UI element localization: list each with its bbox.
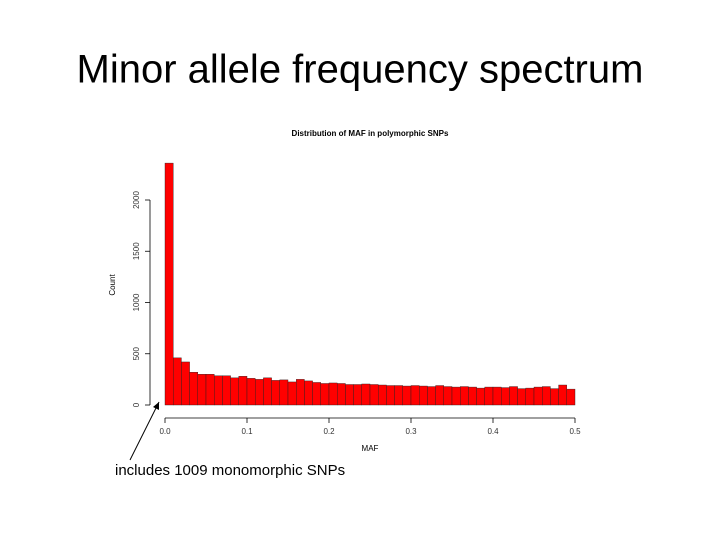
bar xyxy=(558,384,567,406)
bar xyxy=(238,376,248,406)
x-tick-label: 0.1 xyxy=(241,427,253,436)
bar xyxy=(254,379,264,406)
bar xyxy=(328,382,338,406)
bar xyxy=(312,382,322,406)
bar xyxy=(222,375,231,406)
bar xyxy=(492,386,502,406)
bar xyxy=(550,388,559,406)
bar xyxy=(566,388,576,406)
bar xyxy=(394,385,404,406)
annotation-arrow xyxy=(129,401,160,461)
bar xyxy=(271,380,281,406)
bar xyxy=(353,384,363,406)
bar xyxy=(501,387,510,406)
x-tick-label: 0.3 xyxy=(405,427,417,436)
bar xyxy=(296,379,305,406)
chart-title: Distribution of MAF in polymorphic SNPs xyxy=(292,129,449,138)
y-axis-label: Count xyxy=(108,274,117,296)
y-tick-label: 500 xyxy=(132,347,141,361)
bar xyxy=(287,381,297,406)
bar xyxy=(378,384,387,406)
bar xyxy=(320,383,330,406)
arrow-head xyxy=(153,402,159,410)
bar xyxy=(443,386,453,406)
bar xyxy=(213,375,223,406)
bar xyxy=(451,386,461,406)
x-tick-label: 0.4 xyxy=(487,427,499,436)
bar xyxy=(386,385,395,406)
bar xyxy=(460,386,469,406)
bar xyxy=(435,385,445,406)
y-tick-label: 0 xyxy=(132,402,141,407)
bar xyxy=(533,386,543,406)
bar xyxy=(402,385,412,406)
x-axis-label: MAF xyxy=(362,444,379,453)
y-tick-label: 1000 xyxy=(132,293,141,311)
bar xyxy=(427,386,436,406)
bar xyxy=(525,387,535,406)
x-tick-label: 0.2 xyxy=(323,427,335,436)
bar xyxy=(476,387,486,406)
bar xyxy=(517,388,526,406)
slide-title: Minor allele frequency spectrum xyxy=(77,48,644,92)
bar xyxy=(172,357,182,406)
bar xyxy=(468,386,477,406)
bar xyxy=(304,380,313,406)
bar xyxy=(230,377,240,406)
bar xyxy=(509,386,518,406)
bar xyxy=(484,386,494,406)
x-tick-label: 0.5 xyxy=(569,427,581,436)
bar xyxy=(189,372,199,406)
bar xyxy=(246,378,256,406)
bar xyxy=(197,374,207,406)
bar xyxy=(337,383,346,406)
y-tick-label: 2000 xyxy=(132,191,141,209)
bar xyxy=(361,383,371,406)
y-tick-label: 1500 xyxy=(132,242,141,260)
bar xyxy=(542,386,551,406)
bar xyxy=(419,385,428,406)
x-tick-label: 0.0 xyxy=(159,427,171,436)
bar xyxy=(279,379,289,406)
bar xyxy=(369,384,379,406)
bar xyxy=(164,162,174,406)
bar xyxy=(181,361,190,406)
bar xyxy=(345,384,354,406)
bar xyxy=(205,374,215,406)
annotation: includes 1009 monomorphic SNPs xyxy=(115,462,345,479)
bar xyxy=(263,377,272,406)
bar xyxy=(410,385,420,406)
